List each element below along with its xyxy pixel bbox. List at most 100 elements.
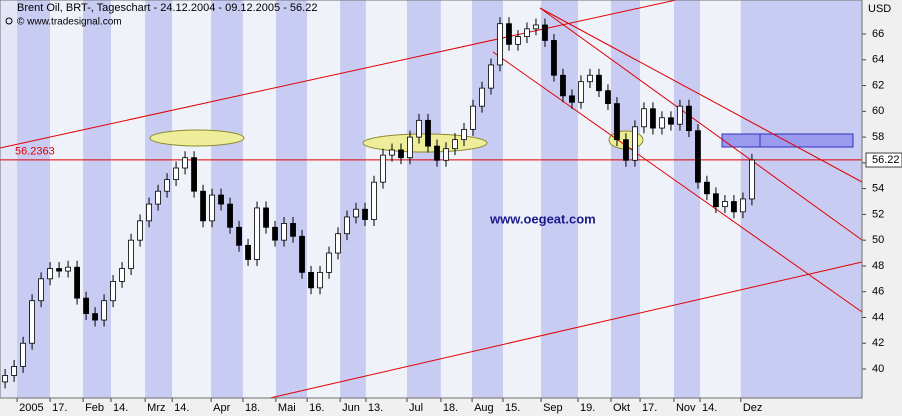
candle-body bbox=[677, 105, 683, 125]
chart-subtitle: © www.tradesignal.com bbox=[17, 17, 122, 28]
band bbox=[340, 0, 366, 398]
candle-body bbox=[20, 342, 26, 367]
x-tick-label: Sep bbox=[543, 402, 563, 414]
x-tick-label: Mai bbox=[278, 402, 296, 414]
band bbox=[577, 0, 611, 398]
band bbox=[407, 0, 441, 398]
candle-body bbox=[200, 190, 206, 222]
candle-body bbox=[209, 194, 215, 222]
y-tick-label: 66 bbox=[872, 28, 884, 40]
candle-body bbox=[47, 268, 53, 280]
x-tick-label: 14. bbox=[113, 402, 128, 414]
candle-body bbox=[137, 220, 143, 241]
y-tick-label: 40 bbox=[872, 363, 884, 375]
candle-body bbox=[65, 266, 71, 272]
band bbox=[673, 0, 701, 398]
candle-body bbox=[587, 74, 593, 83]
x-tick-label: 16. bbox=[309, 402, 324, 414]
candle-body bbox=[281, 223, 287, 241]
plot-frame bbox=[0, 0, 863, 399]
candle-body bbox=[128, 239, 134, 269]
candle-body bbox=[173, 167, 179, 181]
candle-body bbox=[740, 198, 746, 213]
x-tick-label: 13. bbox=[368, 402, 383, 414]
x-tick-label: Jul bbox=[409, 402, 423, 414]
x-tick-label: 17. bbox=[52, 402, 67, 414]
candle-body bbox=[236, 226, 242, 246]
candle-body bbox=[596, 74, 602, 92]
y-tick-label: 46 bbox=[872, 286, 884, 298]
candle-body bbox=[695, 130, 701, 183]
band bbox=[83, 0, 111, 398]
last-price-label: 56.22 bbox=[872, 154, 900, 166]
y-tick-label: 44 bbox=[872, 311, 884, 323]
candle-body bbox=[704, 181, 710, 195]
candle-body bbox=[659, 117, 665, 129]
candle-body bbox=[389, 149, 395, 156]
candle-body bbox=[452, 139, 458, 150]
candle-body bbox=[317, 271, 323, 289]
candle-body bbox=[497, 23, 503, 66]
y-tick-label: 48 bbox=[872, 260, 884, 272]
candle-body bbox=[218, 194, 224, 205]
candle-body bbox=[650, 108, 656, 129]
candle-body bbox=[191, 157, 197, 192]
candle-body bbox=[227, 203, 233, 228]
candle-body bbox=[542, 24, 548, 41]
candle-body bbox=[488, 64, 494, 89]
candle-body bbox=[407, 136, 413, 159]
last-price-box bbox=[865, 152, 902, 168]
band bbox=[211, 0, 243, 398]
band bbox=[50, 0, 84, 398]
candle-body bbox=[74, 266, 80, 299]
candle-body bbox=[245, 244, 251, 260]
candle-body bbox=[92, 313, 98, 321]
candle-body bbox=[182, 157, 188, 169]
band bbox=[110, 0, 146, 398]
candle-body bbox=[326, 252, 332, 273]
y-axis-label: USD bbox=[868, 3, 891, 15]
candle-body bbox=[443, 148, 449, 161]
candle-body bbox=[164, 179, 170, 192]
y-tick-label: 42 bbox=[872, 337, 884, 349]
x-tick-label: Apr bbox=[213, 402, 230, 414]
candle-body bbox=[398, 149, 404, 159]
candle-body bbox=[29, 300, 35, 344]
x-tick-label: 2005 bbox=[19, 402, 43, 414]
candle-body bbox=[605, 90, 611, 104]
candle-body bbox=[353, 208, 359, 218]
candle-body bbox=[344, 216, 350, 235]
candle-body bbox=[254, 207, 260, 260]
candle-body bbox=[110, 280, 116, 302]
y-tick-label: 62 bbox=[872, 79, 884, 91]
band bbox=[610, 0, 641, 398]
candle-body bbox=[11, 366, 17, 376]
highlight-ellipse bbox=[362, 133, 488, 153]
chart-title: Brent Oil, BRT-, Tageschart - 24.12.2004… bbox=[17, 2, 317, 14]
x-tick-label: Feb bbox=[85, 402, 104, 414]
candle-body bbox=[569, 95, 575, 103]
candle-body bbox=[749, 159, 755, 200]
candle-body bbox=[38, 278, 44, 302]
candle-body bbox=[479, 87, 485, 107]
candle-body bbox=[434, 145, 440, 161]
candle-body bbox=[533, 24, 539, 30]
x-tick-label: 18. bbox=[443, 402, 458, 414]
bands bbox=[17, 0, 862, 398]
y-tick-label: 64 bbox=[872, 54, 884, 66]
candle-body bbox=[371, 181, 377, 220]
trendlines bbox=[0, 0, 863, 399]
highlight-ellipse bbox=[149, 129, 245, 147]
band bbox=[275, 0, 308, 398]
trendline bbox=[269, 261, 863, 399]
logo-icon bbox=[5, 17, 13, 25]
candle-body bbox=[155, 190, 161, 205]
candle-body bbox=[56, 268, 62, 272]
candle-body bbox=[641, 108, 647, 128]
x-tick-label: 14. bbox=[174, 402, 189, 414]
x-tick-label: Aug bbox=[474, 402, 494, 414]
candle-body bbox=[722, 201, 728, 208]
candle-body bbox=[461, 128, 467, 141]
x-tick-label: Nov bbox=[676, 402, 696, 414]
